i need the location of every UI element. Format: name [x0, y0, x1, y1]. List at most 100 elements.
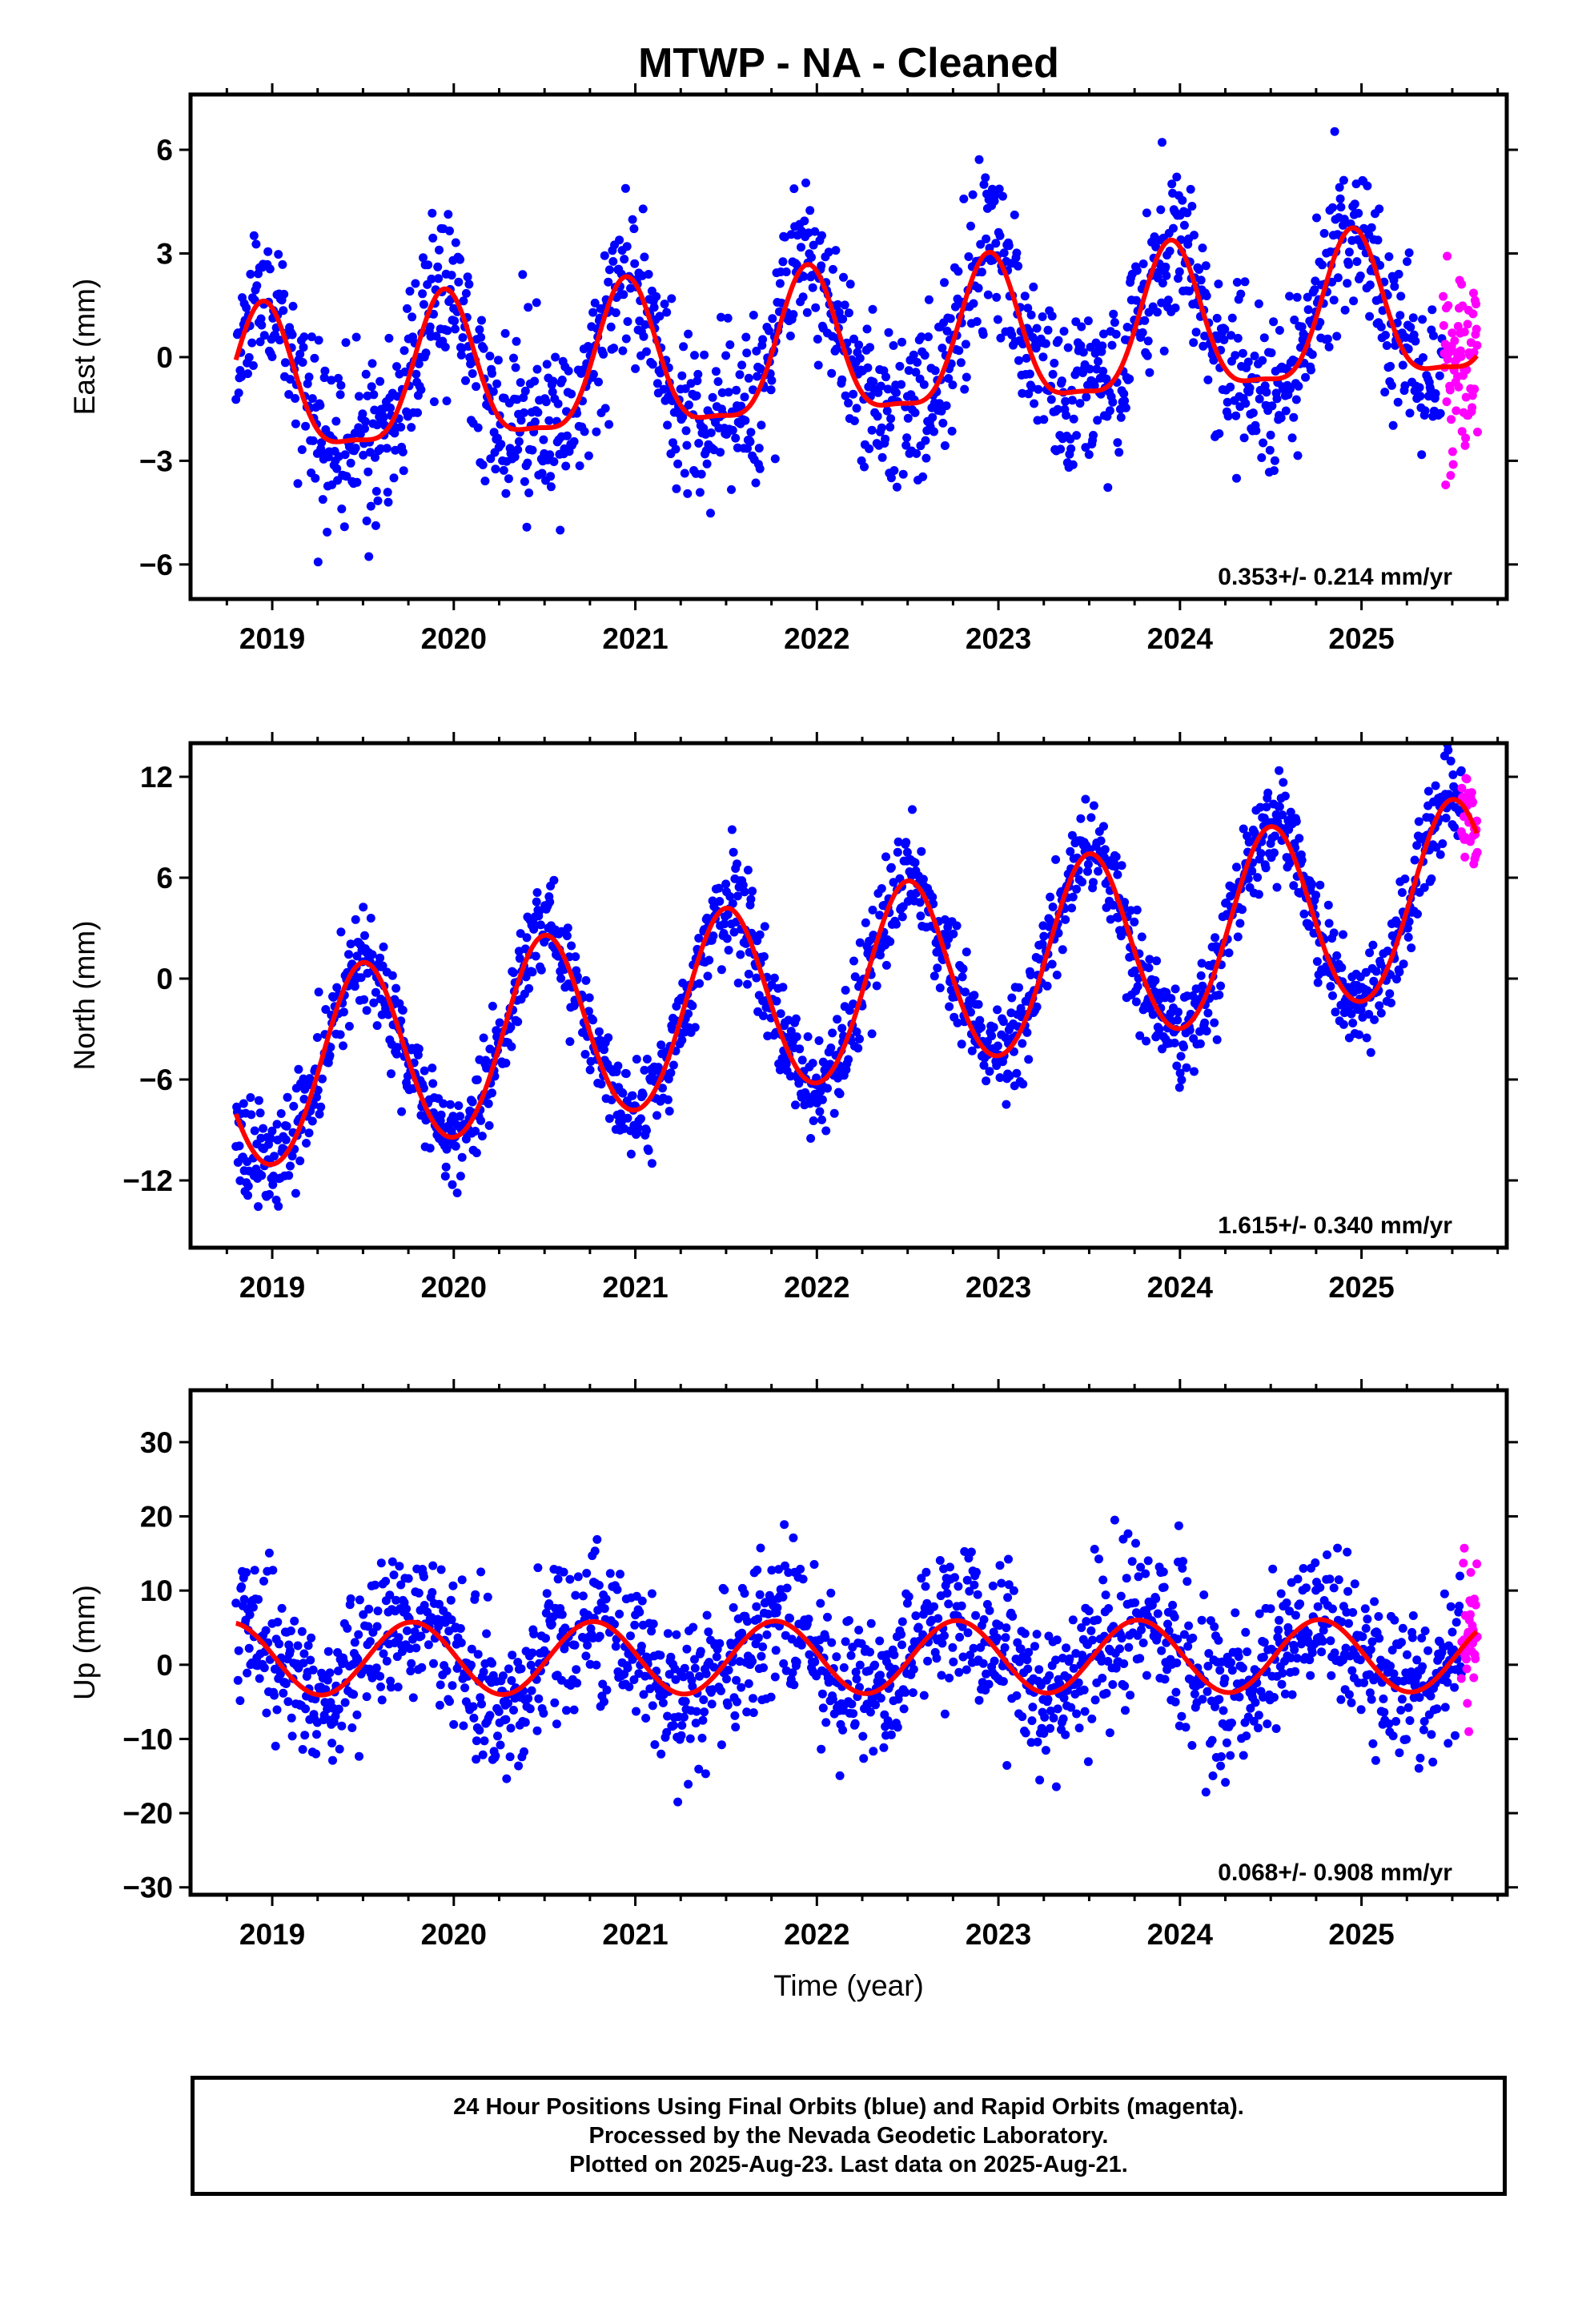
final-orbit-point	[1234, 1652, 1243, 1662]
final-orbit-point	[1318, 1636, 1327, 1646]
final-orbit-point	[346, 1594, 355, 1603]
final-orbit-point	[1157, 1646, 1166, 1655]
final-orbit-point	[984, 1679, 994, 1689]
final-orbit-point	[580, 1050, 590, 1059]
final-orbit-point	[855, 1034, 864, 1043]
final-orbit-point	[1170, 1697, 1180, 1707]
final-orbit-point	[567, 389, 576, 399]
final-orbit-point	[1098, 1575, 1108, 1585]
final-orbit-point	[1038, 312, 1047, 321]
final-orbit-point	[1005, 1071, 1014, 1080]
final-orbit-point	[1366, 1645, 1375, 1655]
final-orbit-point	[408, 1693, 418, 1703]
final-orbit-point	[584, 451, 593, 460]
final-orbit-point	[737, 1628, 747, 1638]
final-orbit-point	[1348, 1608, 1358, 1617]
final-orbit-point	[584, 1007, 593, 1016]
final-orbit-point	[1174, 1521, 1183, 1530]
final-orbit-point	[1034, 384, 1043, 394]
final-orbit-point	[817, 1115, 826, 1124]
final-orbit-point	[501, 1059, 511, 1068]
final-orbit-point	[829, 1108, 839, 1118]
final-orbit-point	[1364, 1010, 1374, 1019]
final-orbit-point	[1311, 891, 1321, 900]
final-orbit-point	[611, 308, 620, 317]
final-orbit-point	[853, 1043, 863, 1053]
final-orbit-point	[246, 269, 255, 279]
final-orbit-point	[524, 983, 534, 993]
final-orbit-point	[640, 252, 649, 262]
final-orbit-point	[998, 1017, 1008, 1027]
final-orbit-point	[475, 1726, 484, 1735]
final-orbit-point	[424, 260, 433, 270]
final-orbit-point	[940, 278, 949, 287]
final-orbit-point	[251, 239, 261, 249]
final-orbit-point	[897, 337, 906, 347]
final-orbit-point	[387, 1557, 397, 1566]
final-orbit-point	[1397, 888, 1407, 897]
final-orbit-point	[1238, 905, 1247, 915]
final-orbit-point	[352, 1710, 362, 1719]
final-orbit-point	[818, 1057, 828, 1067]
final-orbit-point	[740, 392, 749, 402]
final-orbit-point	[1226, 382, 1235, 392]
final-orbit-point	[1103, 1657, 1113, 1666]
final-orbit-point	[471, 1590, 480, 1599]
final-orbit-point	[792, 1032, 801, 1042]
final-orbit-point	[740, 887, 749, 897]
final-orbit-point	[1313, 978, 1323, 987]
final-orbit-point	[1078, 1655, 1087, 1665]
rapid-orbit-point	[1462, 1655, 1471, 1664]
final-orbit-point	[972, 317, 982, 326]
final-orbit-point	[704, 1627, 713, 1637]
final-orbit-point	[971, 1610, 981, 1620]
final-orbit-point	[885, 422, 895, 432]
final-orbit-point	[1393, 397, 1403, 407]
final-orbit-point	[679, 342, 689, 352]
final-orbit-point	[1307, 1648, 1317, 1658]
final-orbit-point	[1247, 866, 1257, 876]
final-orbit-point	[1051, 1655, 1061, 1665]
final-orbit-point	[259, 331, 269, 340]
final-orbit-point	[709, 931, 718, 941]
final-orbit-point	[1231, 411, 1241, 420]
final-orbit-point	[844, 1616, 853, 1625]
final-orbit-point	[366, 914, 375, 923]
final-orbit-point	[1441, 814, 1451, 822]
final-orbit-point	[536, 920, 545, 930]
final-orbit-point	[1032, 324, 1042, 333]
final-orbit-point	[395, 1562, 404, 1571]
final-orbit-point	[855, 353, 865, 363]
final-orbit-point	[520, 1747, 528, 1756]
final-orbit-point	[715, 1638, 725, 1648]
final-orbit-point	[812, 1671, 821, 1681]
final-orbit-point	[1170, 1038, 1179, 1047]
final-orbit-point	[1367, 1695, 1376, 1704]
final-orbit-point	[1304, 922, 1314, 931]
final-orbit-point	[672, 1630, 681, 1639]
rapid-orbit-point	[1460, 852, 1470, 862]
final-orbit-point	[886, 862, 896, 872]
final-orbit-point	[985, 1067, 994, 1076]
final-orbit-point	[1387, 380, 1396, 390]
final-orbit-point	[479, 1033, 488, 1043]
final-orbit-point	[339, 1007, 348, 1017]
final-orbit-point	[1235, 919, 1245, 928]
final-orbit-point	[1405, 1716, 1415, 1725]
final-orbit-point	[468, 1097, 477, 1107]
final-orbit-point	[467, 1644, 476, 1654]
final-orbit-point	[1142, 208, 1151, 218]
final-orbit-point	[1315, 880, 1325, 890]
final-orbit-point	[1210, 1018, 1219, 1027]
final-orbit-point	[1111, 852, 1121, 862]
final-orbit-point	[708, 392, 717, 402]
final-orbit-point	[552, 1719, 561, 1729]
final-orbit-point	[690, 351, 699, 360]
final-orbit-point	[759, 952, 769, 961]
final-orbit-point	[1231, 351, 1240, 360]
final-orbit-point	[499, 465, 508, 475]
final-orbit-point	[723, 1700, 733, 1710]
final-orbit-point	[1368, 1739, 1378, 1748]
final-orbit-point	[1227, 1719, 1236, 1727]
final-orbit-point	[908, 805, 917, 814]
